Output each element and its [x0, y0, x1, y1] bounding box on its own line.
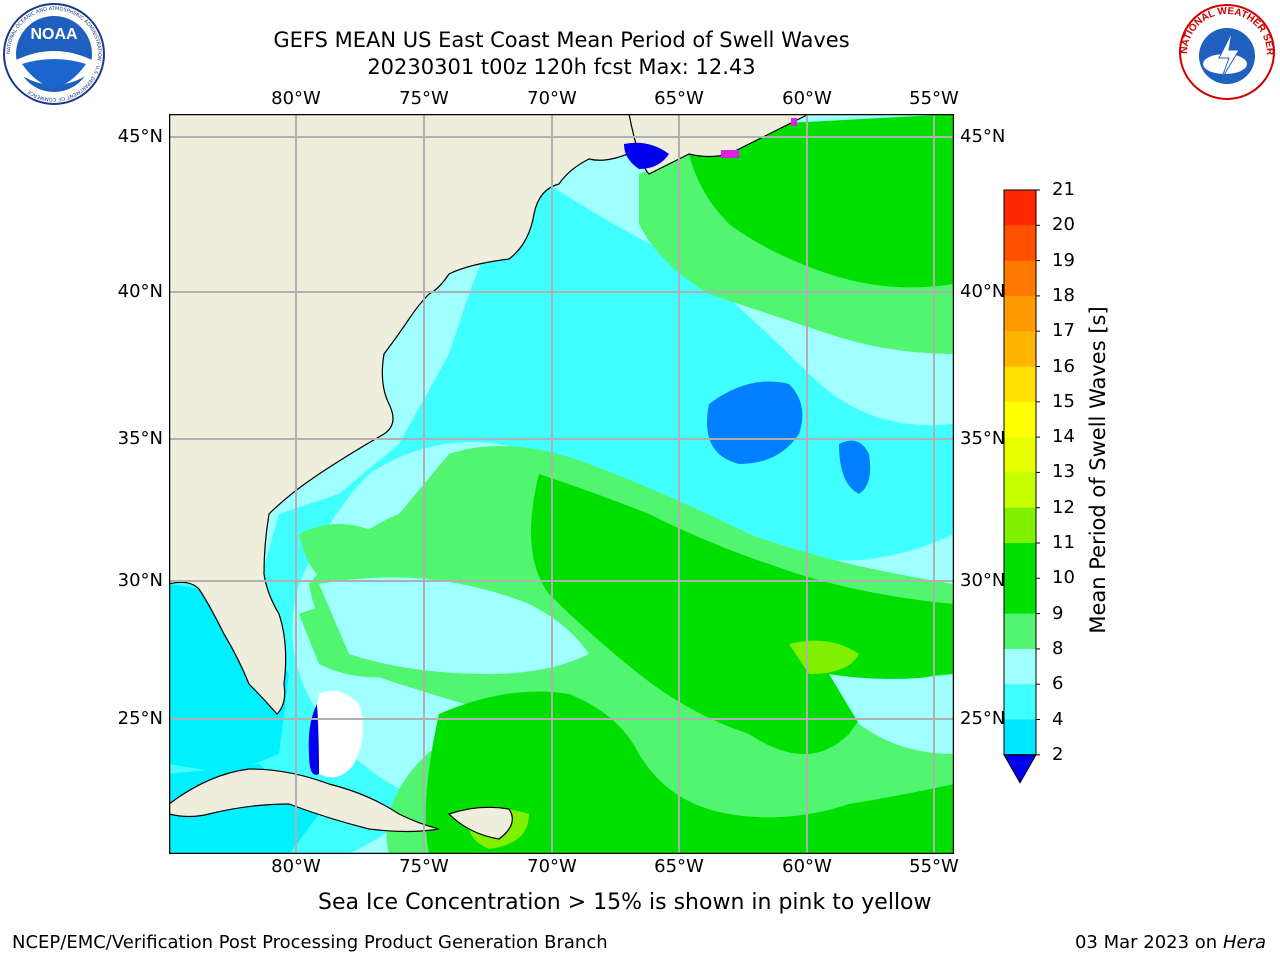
- colorbar-cell: [1004, 684, 1036, 720]
- colorbar-label: 2: [1052, 743, 1064, 765]
- colorbar-cell: [1004, 543, 1036, 579]
- colorbar-cell: [1004, 648, 1036, 685]
- lon-label-top-75w: 75°W: [399, 88, 449, 109]
- colorbar-label: 11: [1052, 532, 1075, 553]
- colorbar-label: 20: [1052, 214, 1075, 236]
- lon-label-top-65w: 65°W: [654, 88, 704, 109]
- land-maritimes: [628, 114, 810, 175]
- colorbar-label: 6: [1052, 673, 1064, 695]
- sea-ice-patch-1: [721, 150, 739, 158]
- lon-label-bottom-70w: 70°W: [527, 856, 577, 877]
- lon-label-top-60w: 60°W: [782, 88, 832, 109]
- lon-label-bottom-65w: 65°W: [654, 856, 704, 877]
- colorbar-label: 14: [1052, 426, 1075, 448]
- chart-subtitle: 20230301 t00z 120h fcst Max: 12.43: [367, 55, 756, 79]
- colorbar-label: 8: [1052, 637, 1064, 659]
- colorbar-cell: [1004, 366, 1036, 403]
- south-green-core: [425, 691, 954, 854]
- colorbar-label: 15: [1052, 390, 1075, 412]
- colorbar-cell: [1004, 295, 1036, 332]
- nws-logo: NATIONAL WEATHER SERVICE: [1177, 2, 1275, 100]
- lat-label-left-25n: 25°N: [117, 708, 163, 729]
- low-period-pocket: [707, 381, 803, 464]
- lon-label-bottom-55w: 55°W: [909, 856, 959, 877]
- colorbar-cell: [1004, 190, 1036, 226]
- lat-label-left-30n: 30°N: [117, 570, 163, 591]
- bahamas-dark-edge: [308, 704, 319, 775]
- sw-green-1: [299, 524, 381, 594]
- colorbar-label: 19: [1052, 249, 1075, 271]
- colorbar-cell: [1004, 719, 1036, 756]
- colorbar-label: 9: [1052, 602, 1064, 624]
- lat-label-right-25n: 25°N: [960, 708, 1006, 729]
- colorbar-cell: [1004, 507, 1036, 544]
- colorbar-label: 13: [1052, 461, 1075, 483]
- colorbar-cell: [1004, 437, 1036, 473]
- credit-branch: NCEP/EMC/Verification Post Processing Pr…: [12, 932, 608, 953]
- land-hispaniola: [447, 806, 513, 840]
- low-period-pocket-2: [839, 440, 871, 494]
- lat-label-right-40n: 40°N: [960, 281, 1006, 302]
- chart-title: GEFS MEAN US East Coast Mean Period of S…: [273, 28, 850, 52]
- colorbar-label: 16: [1052, 355, 1075, 377]
- lat-label-right-45n: 45°N: [960, 126, 1006, 147]
- colorbar-cell: [1004, 225, 1036, 262]
- colorbar-cell: [1004, 260, 1036, 297]
- colorbar-cell: [1004, 613, 1036, 650]
- lon-label-bottom-75w: 75°W: [399, 856, 449, 877]
- colorbar-label: 17: [1052, 320, 1075, 342]
- colorbar-label: 10: [1052, 567, 1075, 589]
- credit-host: Hera: [1222, 932, 1266, 953]
- gulf-of-maine-blue: [624, 142, 669, 169]
- colorbar-title: Mean Period of Swell Waves [s]: [1086, 306, 1110, 634]
- sea-ice-note: Sea Ice Concentration > 15% is shown in …: [318, 890, 932, 915]
- graticule: [169, 114, 954, 854]
- colorbar-label: 18: [1052, 284, 1075, 306]
- swell-period-map: [169, 114, 954, 854]
- bahamas-no-data: [314, 690, 363, 778]
- lat-label-left-40n: 40°N: [117, 281, 163, 302]
- colorbar-extend-arrow: [1003, 754, 1037, 784]
- lat-label-right-35n: 35°N: [960, 428, 1006, 449]
- colorbar-cell: [1004, 578, 1036, 615]
- sea-ice-patch-2: [791, 118, 797, 126]
- map-frame: [169, 114, 954, 854]
- north-green-core: [689, 114, 954, 288]
- lon-label-bottom-60w: 60°W: [782, 856, 832, 877]
- lon-label-top-55w: 55°W: [909, 88, 959, 109]
- colorbar-label: 4: [1052, 708, 1064, 730]
- credit-date: 03 Mar 2023 on Hera: [1075, 932, 1266, 953]
- colorbar: [1003, 189, 1040, 784]
- lon-label-top-80w: 80°W: [271, 88, 321, 109]
- colorbar-label: 12: [1052, 496, 1075, 518]
- land-cuba: [169, 768, 440, 833]
- noaa-logo: NOAA NATIONAL OCEANIC AND ATMOSPHERIC AD…: [3, 3, 105, 105]
- lat-label-left-45n: 45°N: [117, 126, 163, 147]
- land-north-america: [169, 114, 690, 715]
- colorbar-cell: [1004, 472, 1036, 509]
- noaa-logo-label: NOAA: [30, 26, 78, 43]
- lat-label-right-30n: 30°N: [960, 570, 1006, 591]
- mid-light-band: [319, 577, 589, 674]
- lon-label-bottom-80w: 80°W: [271, 856, 321, 877]
- nearshore-band: [169, 164, 954, 854]
- lon-label-top-70w: 70°W: [527, 88, 577, 109]
- east-light-band: [829, 674, 954, 754]
- colorbar-cell: [1004, 401, 1036, 438]
- colorbar-cell: [1004, 331, 1036, 367]
- credit-date-text: 03 Mar 2023 on: [1074, 932, 1218, 953]
- colorbar-label: 21: [1052, 179, 1075, 200]
- lat-label-left-35n: 35°N: [117, 428, 163, 449]
